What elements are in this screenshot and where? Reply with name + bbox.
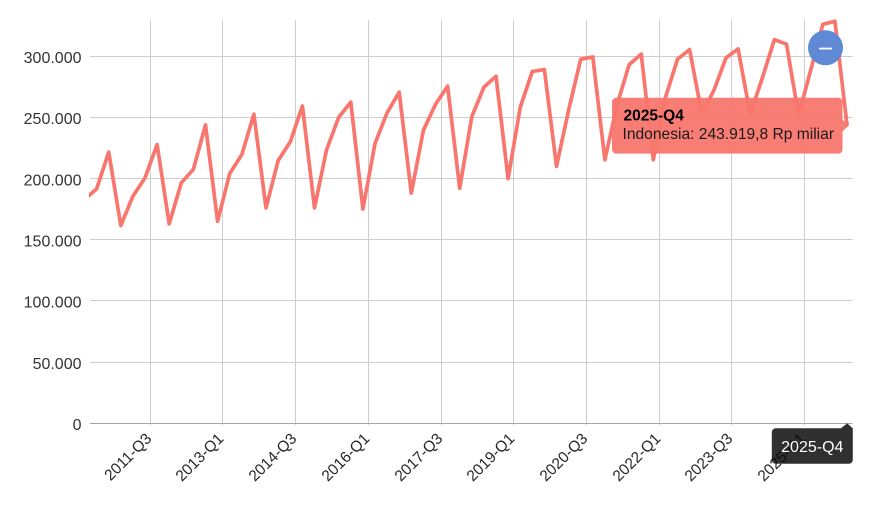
svg-text:150.000: 150.000 (24, 234, 82, 251)
svg-text:0: 0 (73, 417, 82, 434)
svg-text:2025-Q4: 2025-Q4 (781, 439, 843, 456)
svg-text:300.000: 300.000 (24, 50, 82, 67)
svg-text:50.000: 50.000 (33, 356, 82, 373)
svg-text:2025-Q4: 2025-Q4 (624, 108, 685, 125)
svg-text:100.000: 100.000 (24, 295, 82, 312)
svg-text:Indonesia: 243.919,8 Rp miliar: Indonesia: 243.919,8 Rp miliar (623, 126, 835, 143)
svg-text:200.000: 200.000 (24, 172, 82, 189)
svg-text:250.000: 250.000 (24, 111, 82, 128)
